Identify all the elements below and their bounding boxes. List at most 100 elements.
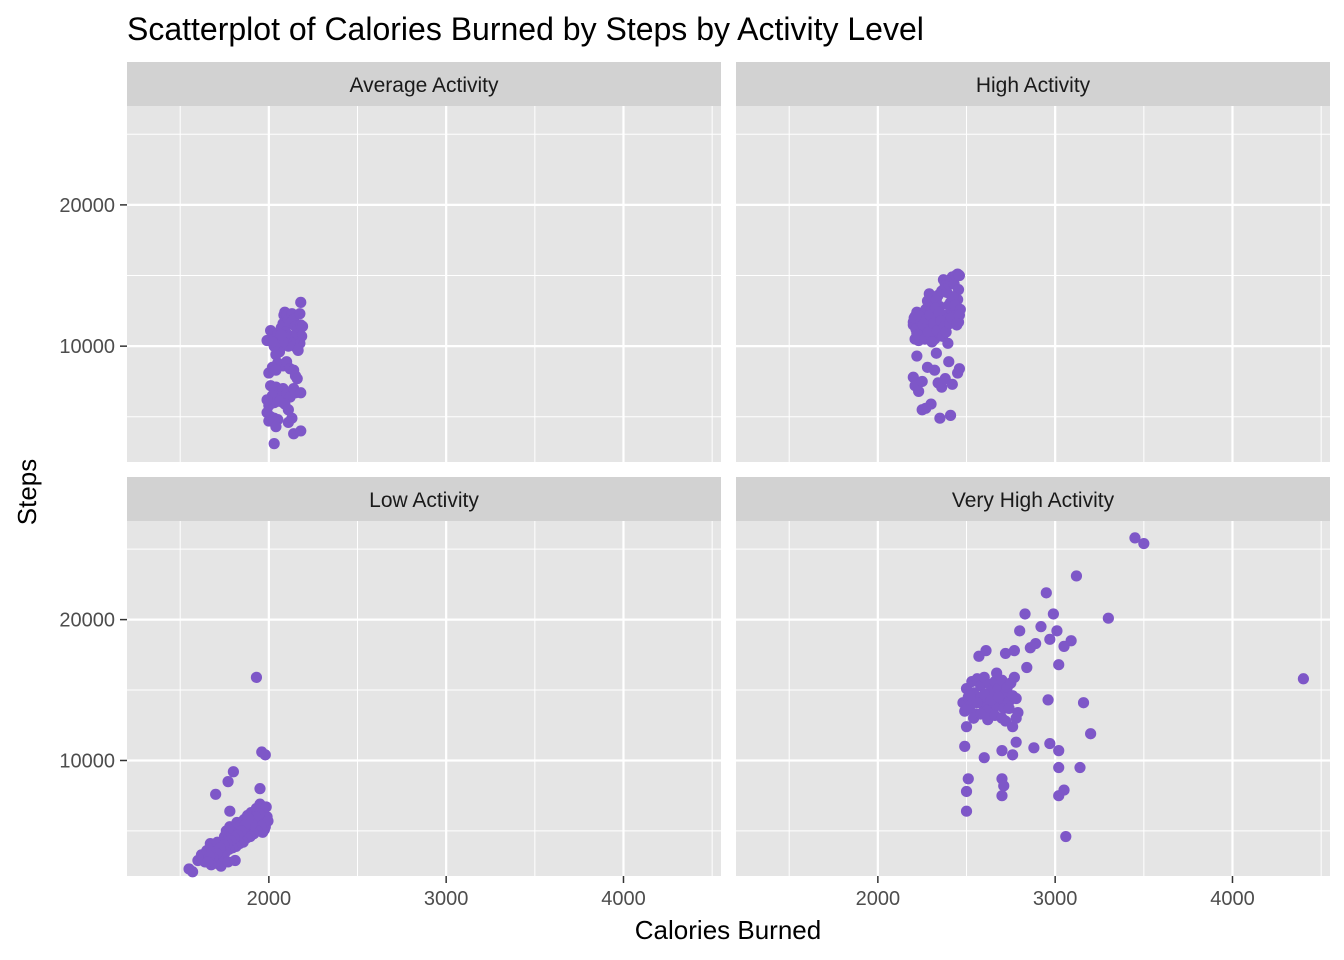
y-tick-label: 10000 bbox=[59, 336, 115, 358]
y-tick-label: 20000 bbox=[59, 610, 115, 632]
data-point bbox=[1040, 587, 1052, 599]
strip-label: Very High Activity bbox=[952, 489, 1115, 512]
strip-background bbox=[127, 477, 721, 521]
data-point bbox=[270, 421, 282, 433]
data-point bbox=[953, 309, 966, 321]
data-point bbox=[1008, 671, 1020, 683]
y-axes: 10000 20000 10000 20000 bbox=[59, 195, 127, 772]
data-point bbox=[936, 381, 948, 393]
data-point bbox=[946, 378, 958, 390]
data-point bbox=[254, 783, 266, 795]
data-point bbox=[996, 745, 1008, 757]
data-point bbox=[1297, 673, 1310, 685]
x-tick-label: 2000 bbox=[856, 888, 901, 910]
data-point bbox=[980, 645, 992, 657]
data-point bbox=[1035, 621, 1047, 633]
data-point bbox=[1007, 721, 1019, 733]
data-point bbox=[268, 438, 280, 450]
data-point bbox=[250, 671, 263, 683]
data-point bbox=[261, 394, 273, 406]
data-point bbox=[940, 326, 952, 338]
data-point bbox=[1028, 742, 1040, 754]
data-point bbox=[210, 788, 222, 800]
x-tick-label: 3000 bbox=[1033, 888, 1078, 910]
panel-high-activity: High Activity bbox=[736, 62, 1330, 462]
data-point bbox=[960, 785, 973, 798]
data-point bbox=[1014, 625, 1026, 637]
data-point bbox=[944, 409, 957, 421]
data-point bbox=[275, 329, 287, 341]
data-point bbox=[960, 805, 973, 817]
chart-title: Scatterplot of Calories Burned by Steps … bbox=[127, 11, 924, 47]
data-point bbox=[1030, 637, 1042, 650]
data-point bbox=[907, 371, 919, 383]
data-point bbox=[962, 773, 974, 785]
data-point bbox=[227, 766, 239, 778]
data-point bbox=[978, 752, 990, 764]
strip-background bbox=[736, 62, 1330, 106]
data-point bbox=[1003, 702, 1015, 714]
data-point bbox=[259, 749, 271, 761]
data-point bbox=[202, 856, 214, 868]
data-point bbox=[1019, 608, 1031, 620]
data-point bbox=[270, 364, 282, 376]
data-point bbox=[996, 790, 1008, 802]
panel-low-activity: Low Activity bbox=[127, 477, 721, 878]
data-point bbox=[1007, 749, 1019, 761]
data-point bbox=[947, 291, 959, 303]
data-point bbox=[1053, 745, 1065, 757]
data-point bbox=[916, 375, 928, 388]
data-point bbox=[971, 697, 983, 709]
data-point bbox=[1065, 635, 1077, 647]
y-tick-label: 10000 bbox=[59, 750, 115, 772]
y-tick-label: 20000 bbox=[59, 195, 115, 217]
data-point bbox=[1008, 645, 1020, 657]
data-point bbox=[942, 337, 954, 349]
data-point bbox=[260, 801, 272, 813]
data-point bbox=[928, 364, 941, 376]
data-point bbox=[960, 721, 973, 733]
x-tick-label: 2000 bbox=[247, 888, 292, 910]
data-point bbox=[1021, 661, 1033, 674]
data-point bbox=[960, 704, 973, 716]
x-tick-label: 3000 bbox=[424, 888, 469, 910]
data-point bbox=[1129, 532, 1141, 544]
data-point bbox=[1060, 830, 1072, 843]
strip-background bbox=[736, 477, 1330, 521]
data-point bbox=[187, 866, 199, 878]
data-point bbox=[291, 373, 303, 385]
data-point bbox=[282, 404, 294, 416]
data-point bbox=[922, 326, 934, 338]
data-point bbox=[1044, 737, 1056, 750]
x-tick-label: 4000 bbox=[601, 888, 646, 910]
data-point bbox=[1058, 784, 1070, 796]
data-point bbox=[1010, 692, 1022, 705]
data-point bbox=[1070, 570, 1083, 582]
x-axis-title: Calories Burned bbox=[635, 915, 821, 945]
data-point bbox=[992, 691, 1005, 703]
panel-background bbox=[127, 106, 721, 462]
panel-very-high-activity: Very High Activity bbox=[736, 477, 1330, 876]
data-point bbox=[1010, 736, 1022, 748]
data-point bbox=[222, 776, 234, 788]
data-point bbox=[953, 269, 966, 282]
x-axes: 2000 3000 4000 2000 3000 4000 bbox=[247, 876, 1255, 910]
data-point bbox=[224, 805, 236, 817]
data-point bbox=[933, 306, 945, 318]
strip-background bbox=[127, 62, 721, 106]
data-point bbox=[295, 425, 307, 437]
data-point bbox=[229, 854, 241, 867]
data-point bbox=[930, 347, 942, 359]
y-axis-title: Steps bbox=[12, 459, 42, 526]
data-point bbox=[991, 667, 1003, 679]
data-point bbox=[1085, 728, 1097, 740]
x-tick-label: 4000 bbox=[1210, 888, 1255, 910]
data-point bbox=[934, 412, 946, 424]
strip-label: Average Activity bbox=[349, 74, 499, 97]
data-point bbox=[1051, 625, 1063, 637]
strip-label: High Activity bbox=[976, 74, 1091, 97]
panel-background bbox=[736, 521, 1330, 876]
panels-group: Average Activity High Activity Low Activit… bbox=[127, 62, 1330, 878]
data-point bbox=[913, 385, 925, 397]
